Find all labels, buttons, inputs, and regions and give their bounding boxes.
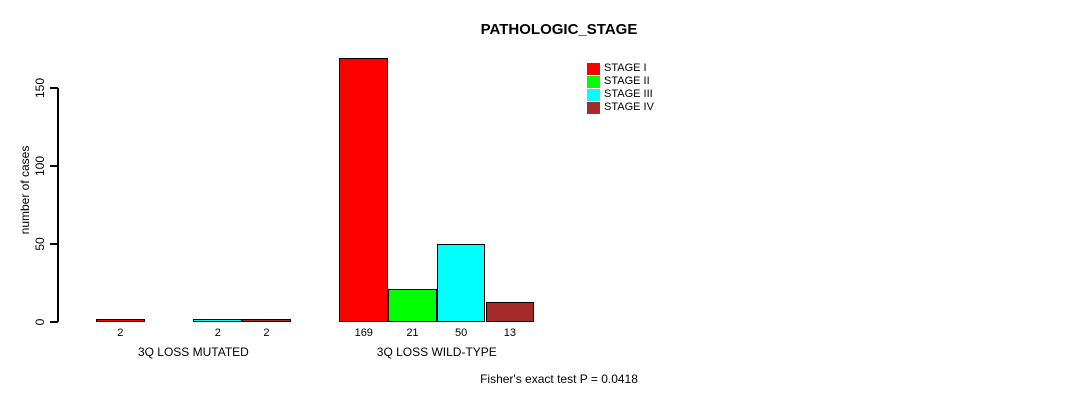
bar-stage-iii-3q-loss-wild-type: [436, 244, 486, 322]
bar-value-label: 2: [117, 327, 124, 339]
bar-stage-i-3q-loss-wild-type: [339, 58, 389, 322]
y-axis-label: number of cases: [18, 145, 32, 235]
bar-value-label: 2: [263, 327, 270, 339]
bar-stage-iv-3q-loss-mutated: [242, 318, 291, 322]
y-axis-tick-label: 0: [33, 318, 47, 326]
bar-stage-i-3q-loss-mutated: [96, 318, 145, 322]
bar-stage-ii-3q-loss-wild-type: [388, 289, 437, 322]
y-axis-tick: [50, 87, 58, 89]
bar-value-label: 2: [214, 327, 221, 339]
chart-title: PATHOLOGIC_STAGE: [480, 21, 638, 38]
fisher-test-annotation: Fisher's exact test P = 0.0418: [480, 372, 638, 386]
legend-label: STAGE I: [604, 62, 647, 74]
y-axis-tick: [50, 165, 58, 167]
bar-value-label: 21: [406, 327, 419, 339]
legend-swatch-stage-ii: [587, 75, 600, 88]
y-axis-tick-label: 100: [33, 155, 47, 177]
group-label-3q-loss-wild-type: 3Q LOSS WILD-TYPE: [376, 345, 497, 359]
bar-stage-iii-3q-loss-mutated: [193, 318, 243, 322]
group-label-3q-loss-mutated: 3Q LOSS MUTATED: [137, 345, 249, 359]
y-axis-tick: [50, 243, 58, 245]
legend-label: STAGE III: [604, 87, 653, 100]
legend-label: STAGE II: [604, 74, 650, 87]
bar-stage-iv-3q-loss-wild-type: [485, 301, 535, 322]
legend-swatch-stage-iii: [587, 88, 600, 101]
bar-value-label: 169: [354, 327, 373, 339]
bar-value-label: 50: [455, 327, 468, 339]
y-axis-tick: [50, 321, 58, 323]
y-axis-tick-label: 50: [33, 237, 47, 251]
bar-value-label: 13: [503, 327, 516, 339]
y-axis-line: [57, 88, 59, 322]
legend-label: STAGE IV: [604, 100, 654, 113]
y-axis-tick-label: 150: [33, 77, 47, 99]
legend-swatch-stage-iv: [587, 101, 600, 114]
legend-swatch-stage-i: [587, 63, 600, 75]
